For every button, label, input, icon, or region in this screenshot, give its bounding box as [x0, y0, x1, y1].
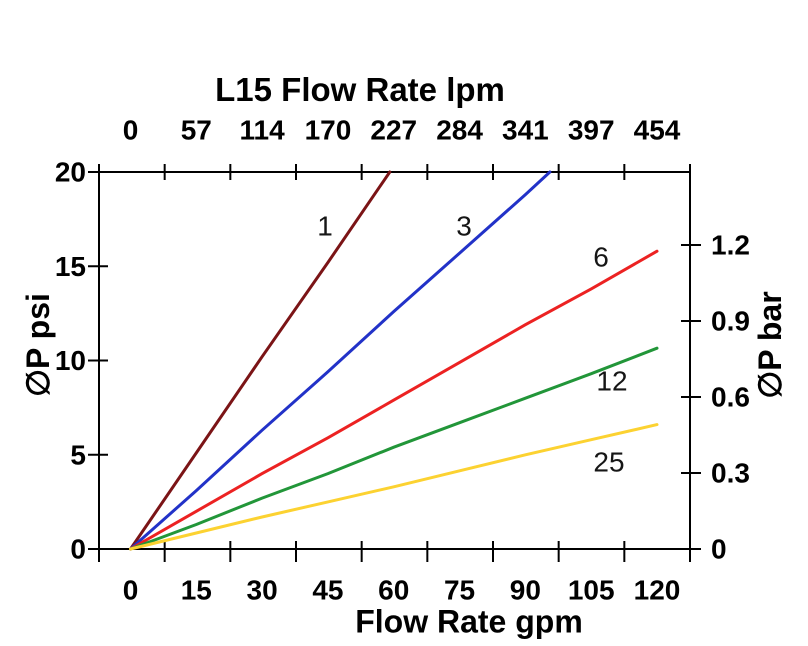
top-axis-tick-label: 454	[634, 115, 681, 146]
series-line-1	[129, 170, 392, 551]
right-axis-tick-label: 1.2	[711, 230, 750, 261]
left-axis-tick-label: 20	[55, 157, 86, 188]
bottom-axis-tick-label: 90	[510, 575, 541, 606]
bottom-axis-tick-label: 30	[247, 575, 278, 606]
chart-title: L15 Flow Rate lpm	[215, 71, 505, 108]
series-label-1: 1	[317, 211, 333, 242]
bottom-axis-tick-label: 105	[568, 575, 615, 606]
top-axis-tick-label: 0	[123, 115, 139, 146]
right-axis-title: ∅P bar	[752, 291, 788, 399]
top-axis-tick-label: 227	[370, 115, 417, 146]
left-axis-tick-label: 0	[70, 534, 86, 565]
bottom-axis-tick-label: 60	[378, 575, 409, 606]
top-axis-tick-label: 341	[502, 115, 549, 146]
series-label-25: 25	[593, 447, 624, 478]
bottom-axis-tick-label: 45	[312, 575, 343, 606]
top-axis-tick-label: 170	[305, 115, 352, 146]
series-label-12: 12	[596, 366, 627, 397]
left-axis-tick-label: 5	[70, 439, 86, 470]
right-axis-tick-label: 0.3	[711, 458, 750, 489]
series-line-12	[129, 346, 659, 551]
series-line-25	[129, 423, 659, 551]
bottom-axis-tick-label: 0	[123, 575, 139, 606]
bottom-axis-tick-label: 120	[634, 575, 681, 606]
top-axis-tick-label: 284	[436, 115, 483, 146]
plot-frame	[98, 171, 691, 550]
right-axis-tick-label: 0.6	[711, 382, 750, 413]
series-line-6	[129, 249, 659, 551]
series-label-6: 6	[593, 242, 609, 273]
top-axis-tick-label: 57	[181, 115, 212, 146]
right-axis-tick-label: 0.9	[711, 306, 750, 337]
top-axis-tick-label: 397	[568, 115, 615, 146]
bottom-axis-title: Flow Rate gpm	[355, 603, 583, 640]
series-label-3: 3	[456, 211, 472, 242]
bottom-axis-tick-label: 15	[181, 575, 212, 606]
series-line-3	[129, 170, 552, 551]
top-axis-tick-label: 114	[240, 115, 286, 146]
bottom-axis-tick-label: 75	[444, 575, 475, 606]
left-axis-title: ∅P psi	[20, 293, 56, 397]
right-axis-tick-label: 0	[711, 534, 727, 565]
left-axis-tick-label: 10	[55, 345, 86, 376]
left-axis-tick-label: 15	[55, 251, 86, 282]
